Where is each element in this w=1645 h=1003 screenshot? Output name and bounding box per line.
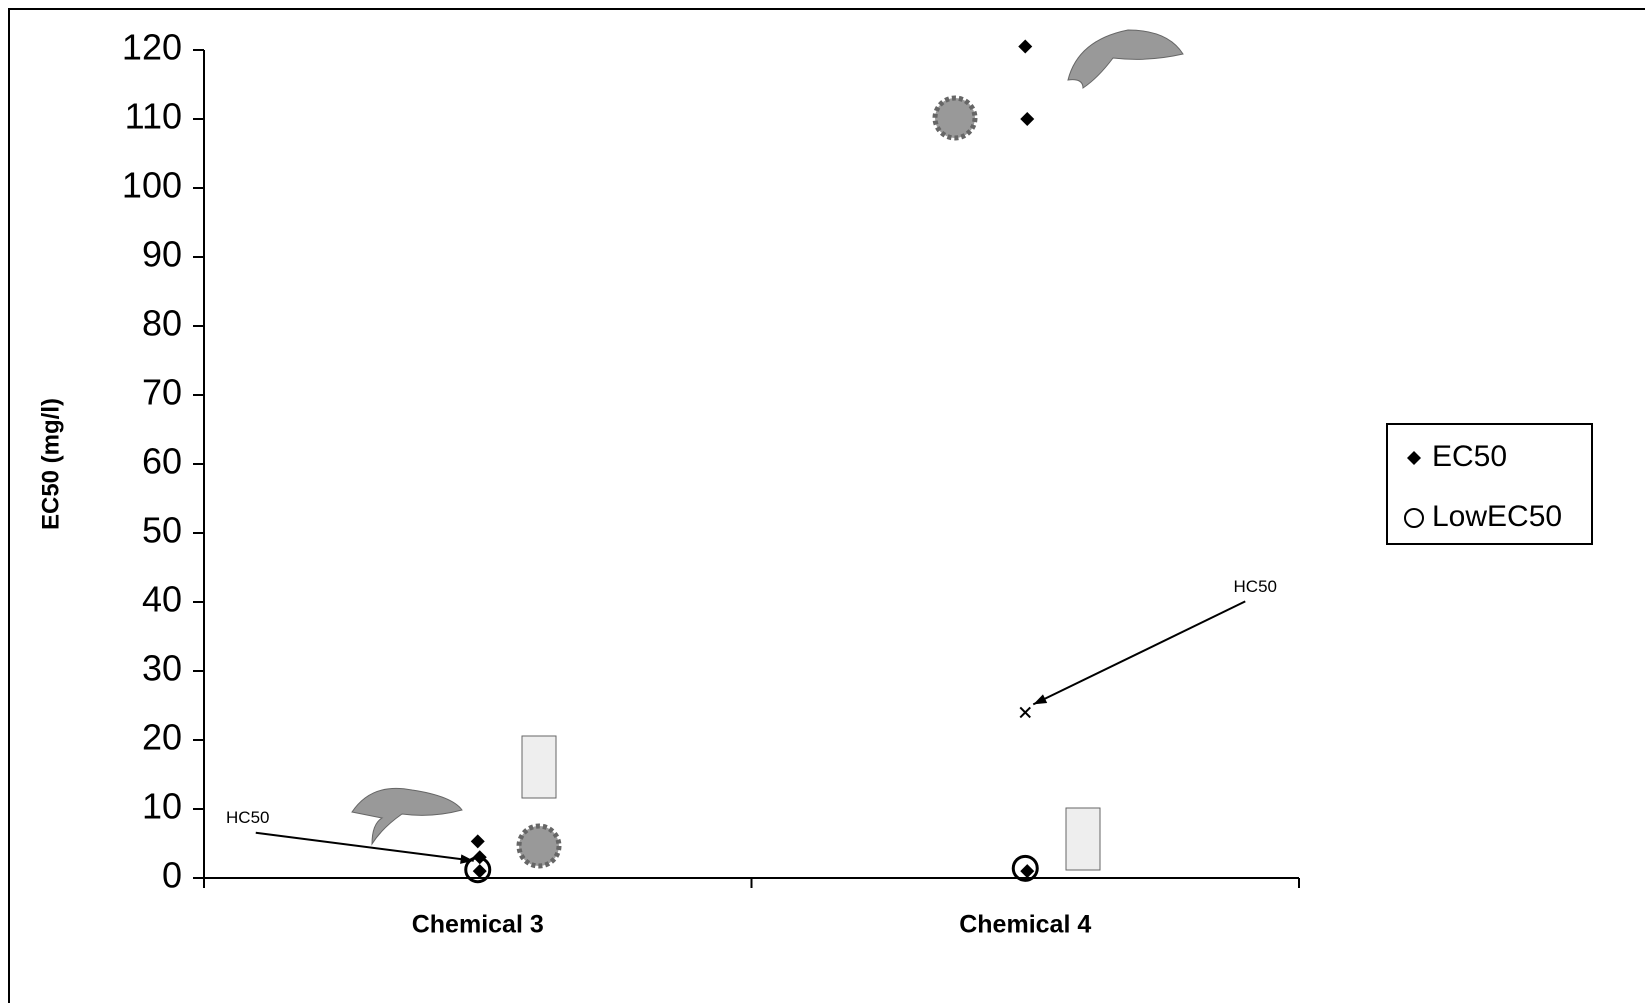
arrow-head xyxy=(1033,694,1048,705)
y-tick-label: 0 xyxy=(162,855,182,896)
y-tick-label: 100 xyxy=(122,165,182,206)
point xyxy=(1018,39,1033,54)
daphnia-icon xyxy=(521,735,557,799)
annotation: HC50 xyxy=(226,808,269,827)
algae-icon xyxy=(932,95,978,141)
y-tick-label: 90 xyxy=(142,234,182,275)
y-tick-label: 40 xyxy=(142,579,182,620)
low-point xyxy=(1011,854,1039,882)
point xyxy=(470,834,485,849)
point xyxy=(1020,112,1035,126)
fish-icon xyxy=(1067,29,1184,89)
legend-marker xyxy=(1404,508,1424,528)
y-axis-label: EC50 (mg/l) xyxy=(37,398,64,530)
y-tick-label: 20 xyxy=(142,717,182,758)
chart-border xyxy=(8,8,1645,1003)
annotation: HC50 xyxy=(1234,577,1277,596)
hc50-x xyxy=(1019,706,1031,719)
x-tick-label: Chemical 4 xyxy=(959,911,1091,939)
point xyxy=(1020,864,1035,879)
y-tick-label: 70 xyxy=(142,372,182,413)
arrow-head xyxy=(460,854,474,864)
legend-label: EC50 xyxy=(1432,440,1507,473)
legend-marker xyxy=(1407,451,1421,465)
low-point xyxy=(464,856,492,884)
x-tick-label: Chemical 3 xyxy=(412,911,544,939)
annotation-arrow xyxy=(1032,600,1246,706)
y-tick-label: 50 xyxy=(142,510,182,551)
y-tick-label: 120 xyxy=(122,27,182,68)
algae-icon xyxy=(516,823,562,869)
y-tick-label: 80 xyxy=(142,303,182,344)
point xyxy=(472,864,487,879)
legend-label: LowEC50 xyxy=(1432,500,1562,533)
icons xyxy=(351,29,1184,871)
y-tick-label: 30 xyxy=(142,648,182,689)
fish-icon xyxy=(351,787,463,846)
daphnia-icon xyxy=(1065,807,1101,871)
y-tick-label: 10 xyxy=(142,786,182,827)
annotation-arrow xyxy=(255,831,474,862)
y-tick-label: 110 xyxy=(125,96,182,137)
y-tick-label: 60 xyxy=(142,441,182,482)
